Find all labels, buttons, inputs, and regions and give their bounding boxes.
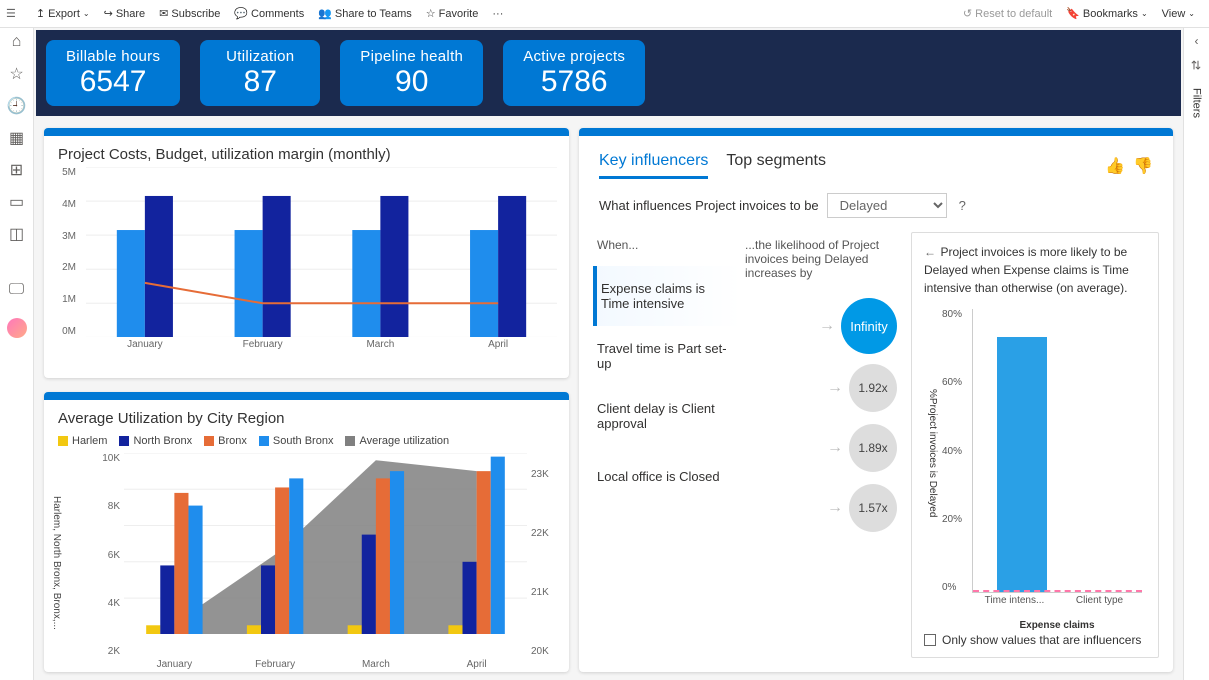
monitor-icon[interactable]: 🖵 xyxy=(9,282,25,298)
influencer-row[interactable]: Expense claims is Time intensive xyxy=(593,266,741,326)
toolbar-more[interactable]: ··· xyxy=(492,8,503,20)
toolbar-teams[interactable]: 👥 Share to Teams xyxy=(318,7,412,20)
share-icon: ↪ xyxy=(104,7,113,20)
arrow-right-icon: → xyxy=(827,379,843,397)
zero-line xyxy=(973,590,1142,592)
chevron-down-icon: ⌄ xyxy=(83,9,90,18)
only-influencers-checkbox[interactable]: Only show values that are influencers xyxy=(924,633,1146,647)
influencer-row[interactable]: Travel time is Part set-up xyxy=(593,326,741,386)
bookmark-icon: 🔖 xyxy=(1066,7,1080,20)
utilization-by-city-card[interactable]: Average Utilization by City Region Harle… xyxy=(44,392,569,672)
chevron-left-icon[interactable]: ‹ xyxy=(1195,34,1199,48)
learn-icon[interactable]: ▭ xyxy=(9,194,25,210)
arrow-right-icon: → xyxy=(819,317,835,335)
toolbar-view[interactable]: View ⌄ xyxy=(1162,8,1195,20)
legend-item[interactable]: South Bronx xyxy=(259,435,334,447)
chart-title: Average Utilization by City Region xyxy=(44,400,569,431)
y-axis-label: Harlem, North Bronx, Bronx,... xyxy=(48,469,62,657)
comments-icon: 💬 xyxy=(234,7,248,20)
key-influencers-card[interactable]: Key influencers Top segments 👍 👎 What in… xyxy=(579,128,1173,672)
metrics-icon[interactable]: ◫ xyxy=(9,226,25,242)
kpi-header: Billable hours6547 Utilization87 Pipeline … xyxy=(36,30,1181,116)
subscribe-icon: ✉ xyxy=(159,7,168,20)
kpi-card[interactable]: Pipeline health90 xyxy=(340,40,483,106)
reset-icon: ↺ xyxy=(963,7,972,20)
teams-icon: 👥 xyxy=(318,7,332,20)
toolbar-subscribe[interactable]: ✉ Subscribe xyxy=(159,7,220,20)
influencer-detail-panel: ← Project invoices is more likely to be … xyxy=(911,232,1159,658)
home-icon[interactable]: ⌂ xyxy=(9,34,25,50)
detail-description: Project invoices is more likely to be De… xyxy=(924,245,1129,295)
kpi-card[interactable]: Active projects5786 xyxy=(503,40,645,106)
chart2-plot xyxy=(124,453,527,634)
chart-title: Project Costs, Budget, utilization margi… xyxy=(44,136,569,167)
influencer-row[interactable]: Local office is Closed xyxy=(593,446,741,506)
question-prefix: What influences Project invoices to be xyxy=(599,198,819,213)
top-toolbar: ☰ ↥ Export ⌄ ↪ Share ✉ Subscribe 💬 Comments… xyxy=(0,0,1209,28)
chevron-down-icon: ⌄ xyxy=(1141,9,1148,18)
back-icon[interactable]: ← xyxy=(924,245,936,259)
toolbar-comments[interactable]: 💬 Comments xyxy=(234,7,304,20)
toolbar-bookmark[interactable]: 🔖 Bookmarks ⌄ xyxy=(1066,7,1147,20)
kpi-card[interactable]: Billable hours6547 xyxy=(46,40,180,106)
recent-icon[interactable]: 🕘 xyxy=(9,98,25,114)
help-icon[interactable]: ? xyxy=(959,198,966,213)
report-canvas: Billable hours6547 Utilization87 Pipeline … xyxy=(34,28,1183,680)
avatar[interactable] xyxy=(7,318,27,338)
filters-pane-collapsed[interactable]: ‹ ⇄ Filters xyxy=(1183,28,1209,680)
kpi-value: 6547 xyxy=(66,65,160,98)
chart1-plot xyxy=(86,167,557,337)
thumbs-down-icon[interactable]: 👎 xyxy=(1133,156,1153,176)
favorite-icon: ☆ xyxy=(426,7,436,20)
kpi-title: Utilization xyxy=(220,48,300,65)
project-costs-card[interactable]: Project Costs, Budget, utilization margi… xyxy=(44,128,569,378)
detail-y-label: %Project invoices is Delayed xyxy=(924,309,938,597)
kpi-value: 87 xyxy=(220,65,300,98)
export-icon: ↥ xyxy=(36,7,45,20)
detail-bar xyxy=(997,337,1048,592)
kpi-title: Billable hours xyxy=(66,48,160,65)
influencer-value: →Infinity xyxy=(741,294,901,358)
arrow-right-icon: → xyxy=(827,499,843,517)
thumbs-up-icon[interactable]: 👍 xyxy=(1105,156,1125,176)
when-header: When... xyxy=(593,232,741,266)
toolbar-export[interactable]: ↥ Export ⌄ xyxy=(36,7,90,20)
legend-item[interactable]: Harlem xyxy=(58,435,107,447)
toolbar-share[interactable]: ↪ Share xyxy=(104,7,146,20)
filter-icon[interactable]: ⇄ xyxy=(1190,60,1204,70)
then-header: ...the likelihood of Project invoices be… xyxy=(741,232,901,294)
left-nav-rail: ⌂ ☆ 🕘 ▦ ⊞ ▭ ◫ 🖵 xyxy=(0,28,34,680)
kpi-value: 5786 xyxy=(523,65,625,98)
legend-item[interactable]: North Bronx xyxy=(119,435,192,447)
influencer-value: →1.92x xyxy=(741,358,901,418)
workspaces-icon[interactable]: ⊞ xyxy=(9,162,25,178)
legend-item[interactable]: Average utilization xyxy=(345,435,449,447)
kpi-title: Active projects xyxy=(523,48,625,65)
favorites-icon[interactable]: ☆ xyxy=(9,66,25,82)
filters-label: Filters xyxy=(1191,88,1203,118)
chevron-down-icon: ⌄ xyxy=(1188,9,1195,18)
arrow-right-icon: → xyxy=(827,439,843,457)
tab-top-segments[interactable]: Top segments xyxy=(726,152,826,179)
influencer-dropdown[interactable]: Delayed xyxy=(827,193,947,218)
detail-x-title: Expense claims xyxy=(972,620,1142,631)
menu-icon[interactable]: ☰ xyxy=(6,7,16,20)
influencer-row[interactable]: Client delay is Client approval xyxy=(593,386,741,446)
tab-key-influencers[interactable]: Key influencers xyxy=(599,152,708,179)
toolbar-favorite[interactable]: ☆ Favorite xyxy=(426,7,479,20)
kpi-card[interactable]: Utilization87 xyxy=(200,40,320,106)
apps-icon[interactable]: ▦ xyxy=(9,130,25,146)
influencer-value: →1.89x xyxy=(741,418,901,478)
legend-item[interactable]: Bronx xyxy=(204,435,247,447)
kpi-value: 90 xyxy=(360,65,463,98)
toolbar-reset[interactable]: ↺ Reset to default xyxy=(963,7,1052,20)
kpi-title: Pipeline health xyxy=(360,48,463,65)
influencer-value: →1.57x xyxy=(741,478,901,538)
